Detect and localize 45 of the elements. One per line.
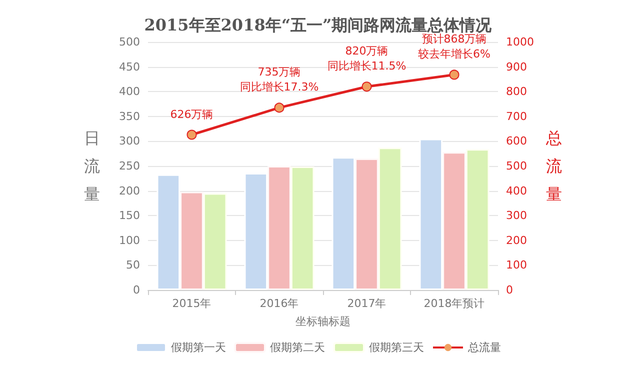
y2-tick-label: 100 (506, 258, 527, 272)
y2-tick-label: 1000 (506, 36, 534, 48)
y2-tick-label: 500 (506, 160, 527, 172)
x-tick-label: 2016年 (260, 297, 299, 310)
y2-tick-label: 900 (506, 60, 527, 74)
y2-tick-label: 200 (506, 234, 527, 247)
y-tick-label: 0 (133, 284, 140, 296)
legend-label: 总流量 (467, 341, 501, 354)
y-tick-label: 300 (119, 134, 140, 148)
x-axis-title: 坐标轴标题 (296, 315, 350, 328)
y-tick-label: 250 (119, 160, 140, 172)
x-tick-label: 2017年 (347, 297, 386, 310)
annotation: 较去年增长6% (418, 48, 490, 61)
y-tick-label: 200 (119, 184, 140, 198)
y2-tick-label: 300 (506, 209, 527, 222)
annotation: 同比增长11.5% (327, 60, 406, 73)
chart-title: 2015年至2018年“五一”期间路网流量总体情况 (144, 16, 493, 34)
y-tick-label: 350 (119, 110, 140, 123)
y-tick-label: 450 (119, 60, 140, 74)
y-tick-label: 150 (119, 209, 140, 222)
data-label: 预计868万辆 (422, 32, 487, 46)
y-axis-title: 日流量 (84, 128, 100, 204)
y-tick-label: 50 (126, 258, 140, 272)
y-tick-label: 100 (119, 234, 140, 247)
point (449, 70, 460, 80)
y2-tick-label: 600 (506, 134, 527, 148)
x-tick-label: 2015年 (172, 297, 212, 310)
y2-axis-title: 总流量 (545, 128, 562, 204)
x-tick-label: 2018年预计 (424, 297, 485, 310)
data-label: 735万辆 (258, 66, 301, 79)
y-tick-label: 400 (119, 85, 140, 98)
y2-tick-label: 800 (506, 85, 527, 98)
y2-tick-label: 700 (506, 110, 527, 123)
legend-label: 假期第三天 (369, 341, 424, 354)
y2-tick-label: 0 (506, 284, 513, 296)
legend-label: 假期第一天 (171, 341, 226, 354)
point (274, 102, 284, 113)
data-label: 626万辆 (170, 108, 214, 121)
annotation: 同比增长17.3% (240, 80, 319, 94)
point (362, 82, 372, 92)
y2-tick-label: 400 (506, 184, 527, 198)
data-label: 820万辆 (345, 44, 388, 58)
point (186, 130, 197, 140)
y-tick-label: 500 (119, 36, 140, 48)
legend-label: 假期第二天 (270, 341, 325, 354)
